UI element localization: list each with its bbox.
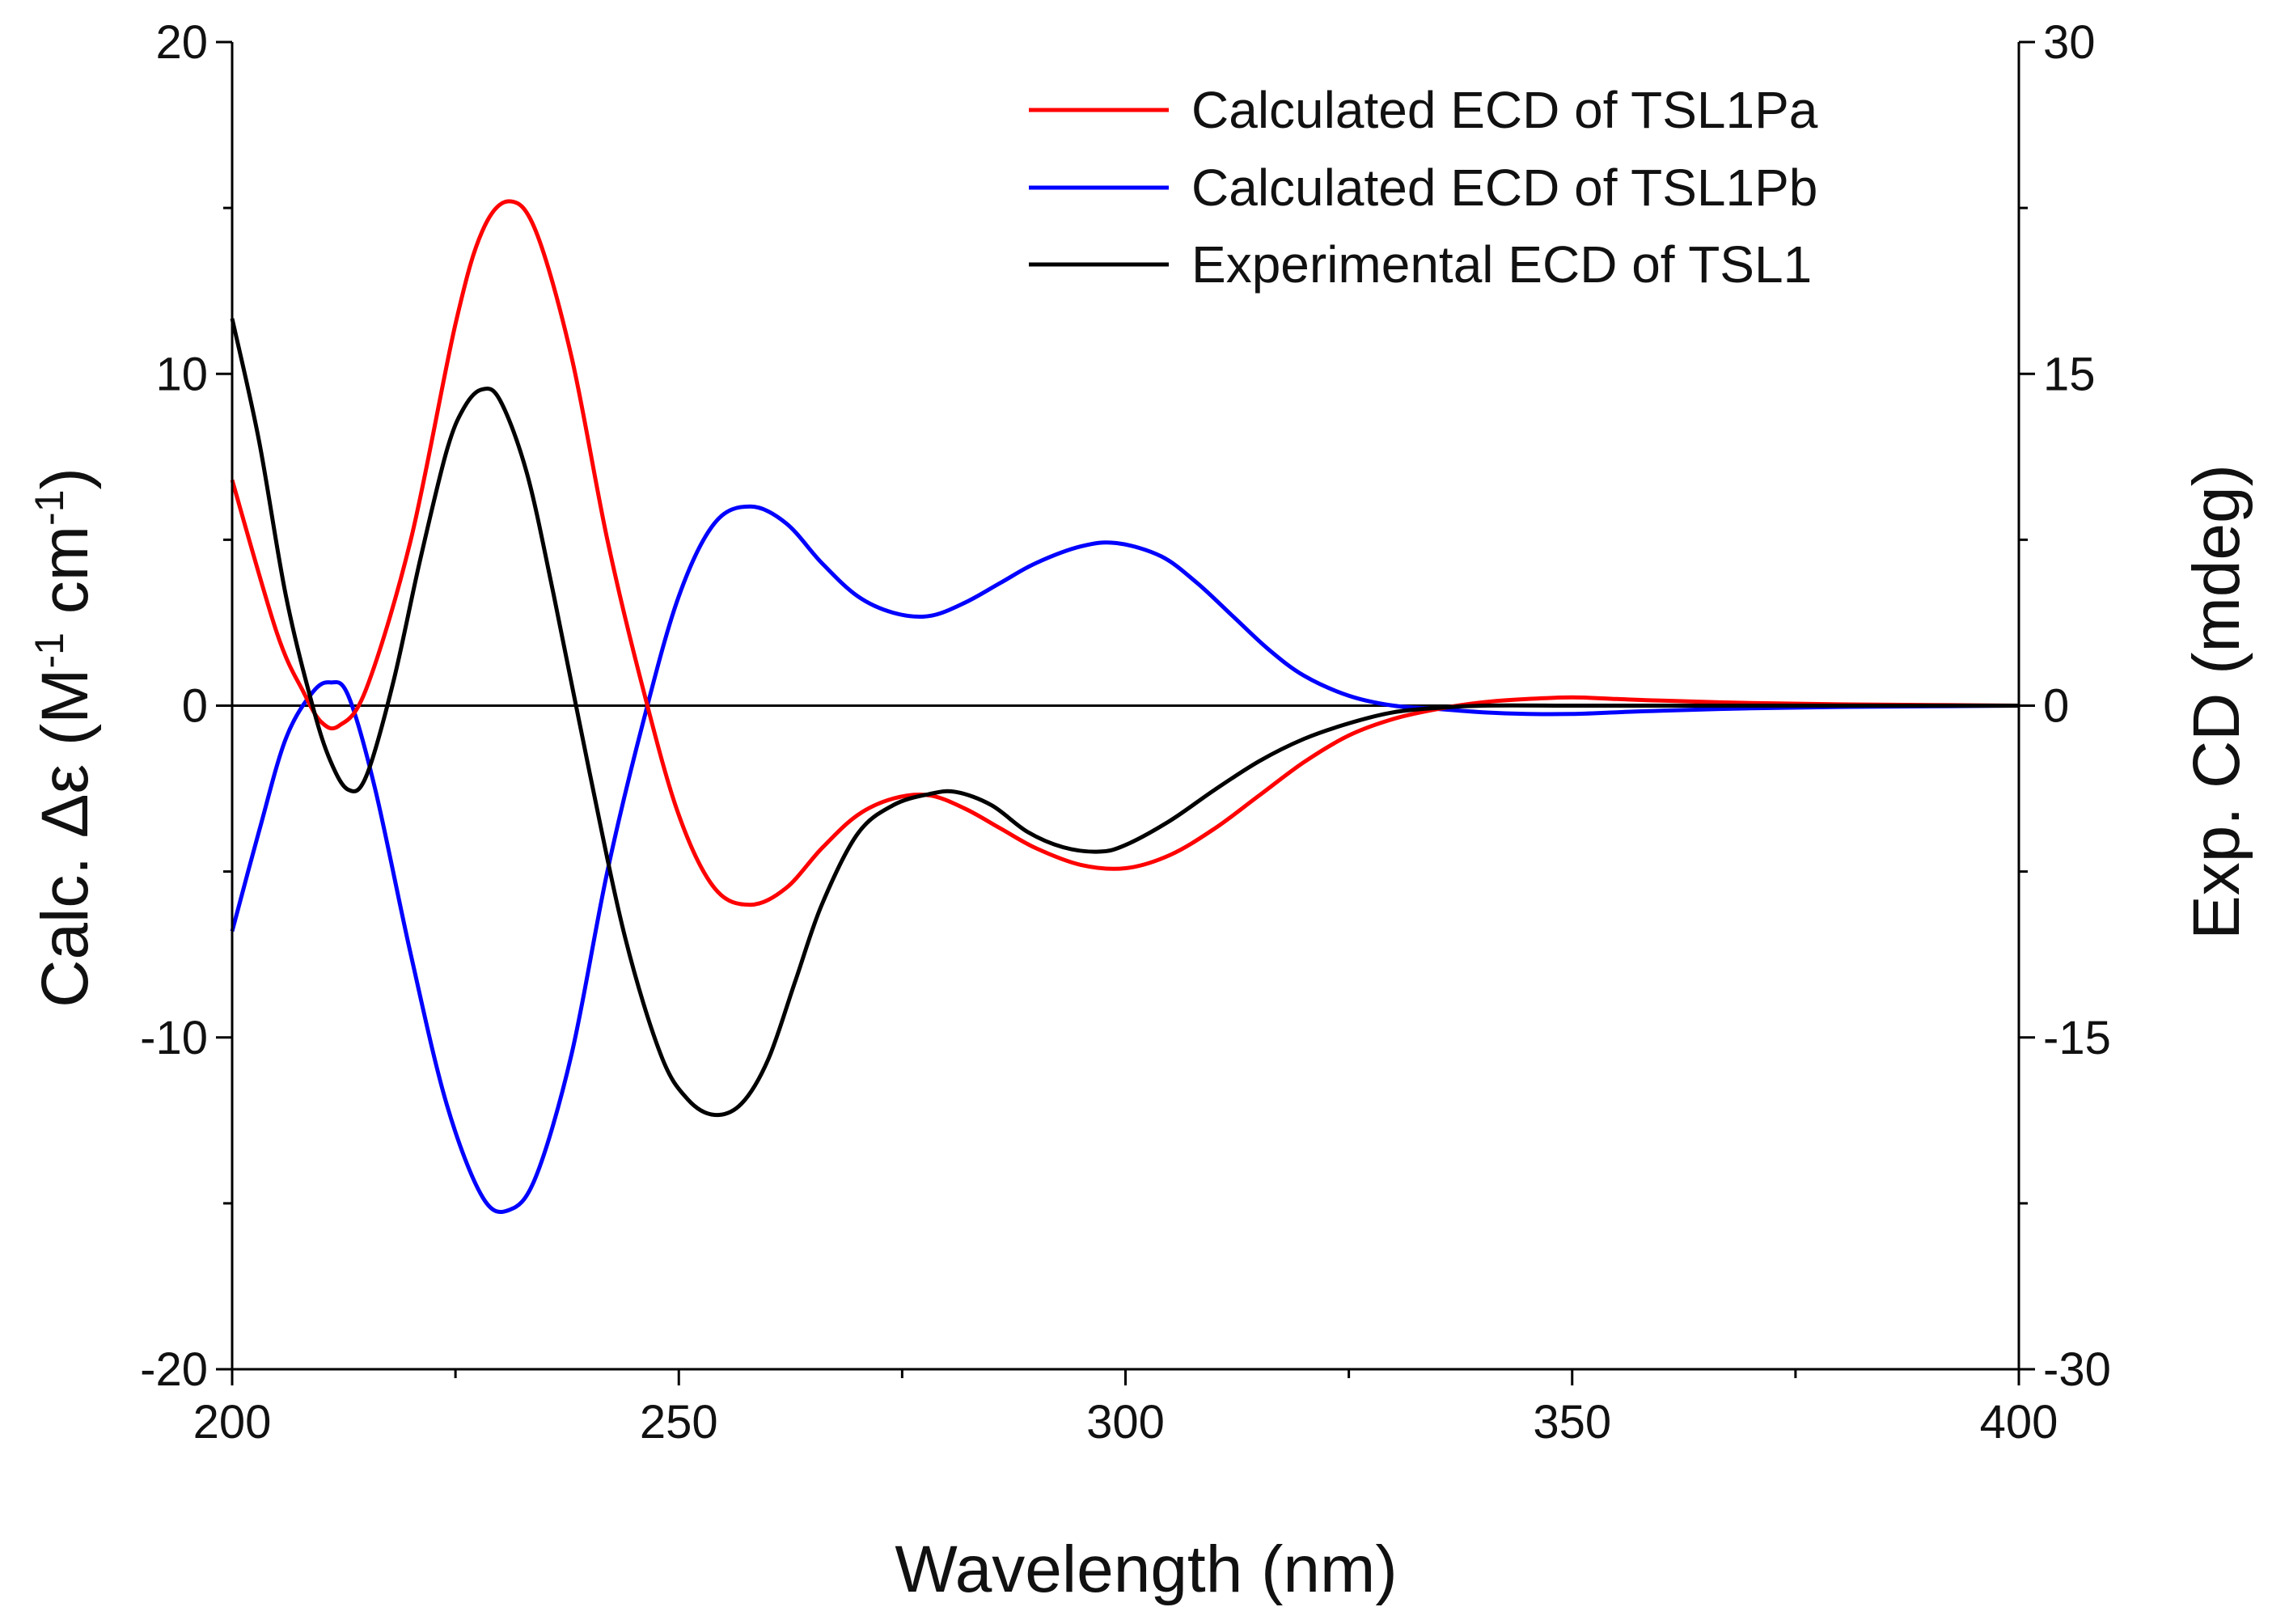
y-right-tick-label: 0	[2043, 680, 2069, 733]
y-left-tick-label: 20	[155, 16, 208, 69]
axes: 200 250 300 350 400 -20 -10 0 10 20 -30 -15 0 15 30	[140, 16, 2111, 1448]
y-right-tick-label: -15	[2043, 1012, 2111, 1064]
x-tick-label: 300	[1086, 1396, 1165, 1448]
y-axis-left-title-prefix: Calc. Δε (M	[28, 669, 102, 1008]
x-tick-label: 400	[1980, 1396, 2058, 1448]
legend-label-tsl1: Experimental ECD of TSL1	[1191, 235, 1812, 294]
y-left-tick-label: 0	[182, 680, 208, 733]
x-tick-label: 200	[193, 1396, 272, 1448]
legend: Calculated ECD of TSL1Pa Calculated ECD …	[1029, 81, 1818, 294]
y-axis-left-title-sup1: -1	[27, 632, 72, 668]
x-tick-label: 250	[640, 1396, 718, 1448]
y-left-tick-label: -10	[140, 1012, 208, 1064]
x-axis-title: Wavelength (nm)	[895, 1533, 1397, 1606]
y-right-tick-label: 30	[2043, 16, 2096, 69]
legend-label-tsl1pa: Calculated ECD of TSL1Pa	[1191, 81, 1818, 139]
y-axis-left-title-sup2: -1	[27, 489, 72, 525]
y-left-tick-label: 10	[155, 348, 208, 400]
y-right-tick-label: -30	[2043, 1343, 2111, 1396]
y-axis-left-title-mid: cm	[28, 526, 102, 632]
y-right-tick-label: 15	[2043, 348, 2096, 400]
series-line-tsl1pa	[230, 199, 2020, 907]
x-tick-label: 350	[1533, 1396, 1611, 1448]
y-axis-left-title: Calc. Δε (M-1 cm-1)	[27, 467, 102, 1008]
series-line-tsl1pb	[230, 504, 2020, 1214]
y-axis-right-title: Exp. CD (mdeg)	[2180, 464, 2253, 940]
legend-label-tsl1pb: Calculated ECD of TSL1Pb	[1191, 159, 1817, 217]
y-axis-left-title-suffix: )	[28, 467, 102, 489]
plot-area	[230, 199, 2020, 1214]
y-left-tick-label: -20	[140, 1343, 208, 1396]
series-line-tsl1	[230, 318, 2019, 1118]
